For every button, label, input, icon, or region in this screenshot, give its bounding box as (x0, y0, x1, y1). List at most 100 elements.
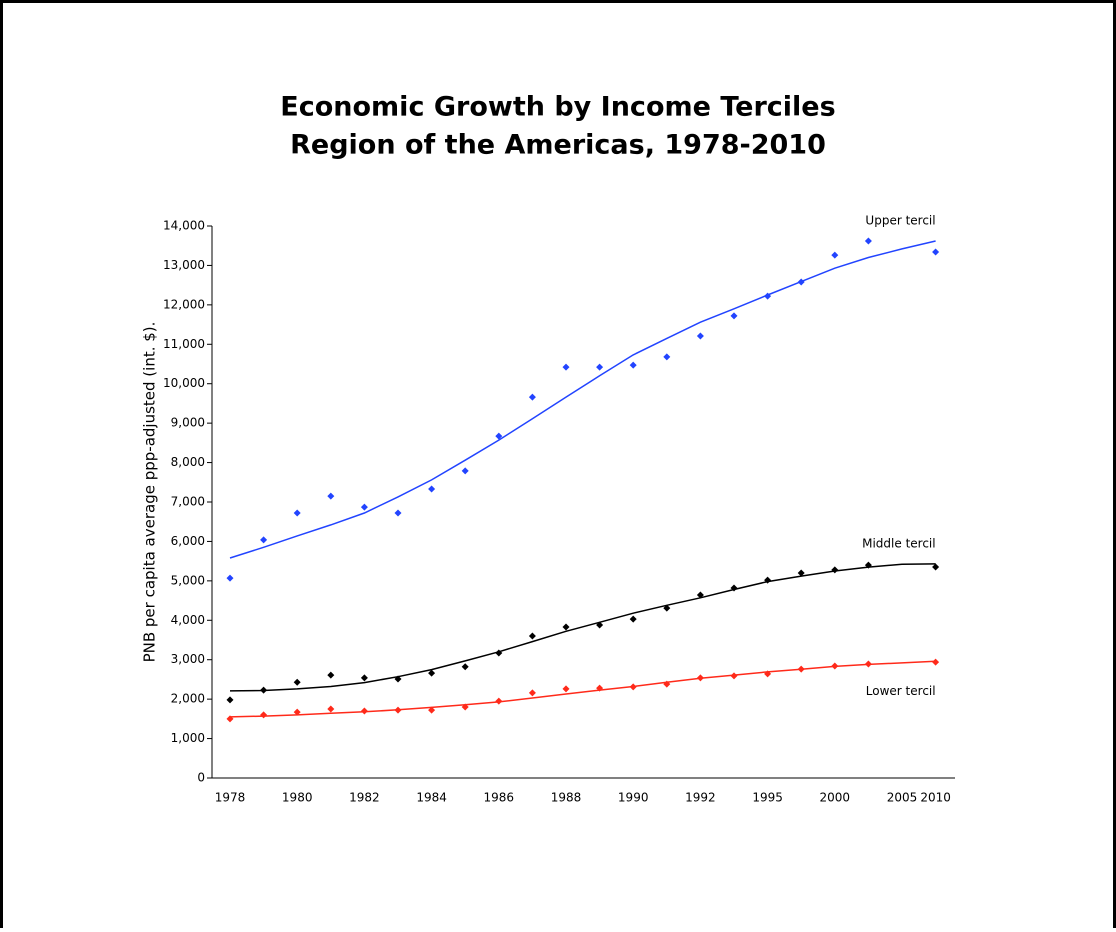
point (428, 485, 436, 493)
y-axis-label: PNB per capita average ppp-adjusted (int… (141, 322, 159, 663)
trend-line (229, 563, 936, 692)
x-tick-label: 1984 (416, 791, 447, 805)
point (226, 574, 234, 582)
point (226, 715, 234, 723)
point (562, 363, 570, 371)
y-tick-label: 2,000 (171, 692, 205, 706)
point (730, 672, 738, 680)
point (495, 649, 503, 657)
point (730, 584, 738, 592)
x-tick-label: 1980 (282, 791, 313, 805)
point (596, 684, 604, 692)
point (864, 237, 872, 245)
point (764, 670, 772, 678)
point (663, 353, 671, 361)
point (394, 509, 402, 517)
point (596, 621, 604, 629)
point (394, 706, 402, 714)
x-tick-label: 1986 (484, 791, 515, 805)
point (327, 705, 335, 713)
y-tick-label: 5,000 (171, 573, 205, 587)
point (797, 278, 805, 286)
point (696, 332, 704, 340)
point (360, 503, 368, 511)
trend-line (229, 660, 936, 718)
point (226, 696, 234, 704)
y-tick-label: 13,000 (163, 258, 205, 272)
y-tick-label: 0 (197, 771, 205, 785)
y-tick-label: 6,000 (171, 534, 205, 548)
x-tick-label: 1978 (215, 791, 246, 805)
series-label: Lower tercil (866, 684, 936, 698)
x-tick-label: 1990 (618, 791, 649, 805)
y-tick-label: 4,000 (171, 613, 205, 627)
y-tick-label: 11,000 (163, 337, 205, 351)
point (528, 393, 536, 401)
point (327, 492, 335, 500)
y-tick-label: 3,000 (171, 652, 205, 666)
point (932, 658, 940, 666)
x-tick-label: 1992 (685, 791, 716, 805)
point (562, 685, 570, 693)
point (730, 312, 738, 320)
point (428, 669, 436, 677)
point (864, 561, 872, 569)
point (696, 674, 704, 682)
point (629, 683, 637, 691)
y-tick-label: 7,000 (171, 495, 205, 509)
point (327, 671, 335, 679)
y-tick-label: 10,000 (163, 376, 205, 390)
point (764, 576, 772, 584)
point (293, 678, 301, 686)
series-label: Middle tercil (862, 536, 935, 550)
point (260, 711, 268, 719)
point (360, 674, 368, 682)
chart-title: Economic Growth by Income Terciles (280, 92, 835, 123)
point (394, 675, 402, 683)
point (562, 623, 570, 631)
point (831, 251, 839, 259)
x-tick-label: 2010 (920, 791, 951, 805)
point (629, 361, 637, 369)
point (428, 706, 436, 714)
point (932, 563, 940, 571)
point (596, 363, 604, 371)
point (528, 632, 536, 640)
point (663, 680, 671, 688)
point (831, 566, 839, 574)
point (663, 604, 671, 612)
point (495, 697, 503, 705)
point (260, 536, 268, 544)
point (629, 615, 637, 623)
series-label: Upper tercil (865, 213, 935, 227)
x-tick-label: 1995 (752, 791, 783, 805)
chart-subtitle: Region of the Americas, 1978-2010 (290, 130, 826, 161)
y-tick-label: 8,000 (171, 455, 205, 469)
point (797, 665, 805, 673)
point (293, 708, 301, 716)
point (764, 292, 772, 300)
y-tick-label: 14,000 (163, 219, 205, 233)
point (932, 248, 940, 256)
x-tick-label: 2005 (887, 791, 918, 805)
point (528, 689, 536, 697)
point (293, 509, 301, 517)
x-tick-label: 2000 (820, 791, 851, 805)
point (864, 660, 872, 668)
point (797, 569, 805, 577)
y-tick-label: 1,000 (171, 731, 205, 745)
y-tick-label: 9,000 (171, 416, 205, 430)
point (461, 663, 469, 671)
point (495, 432, 503, 440)
point (461, 703, 469, 711)
x-tick-label: 1988 (551, 791, 582, 805)
point (260, 686, 268, 694)
x-tick-label: 1982 (349, 791, 380, 805)
point (461, 467, 469, 475)
trend-line (229, 240, 936, 559)
point (360, 707, 368, 715)
point (696, 591, 704, 599)
y-tick-label: 12,000 (163, 297, 205, 311)
